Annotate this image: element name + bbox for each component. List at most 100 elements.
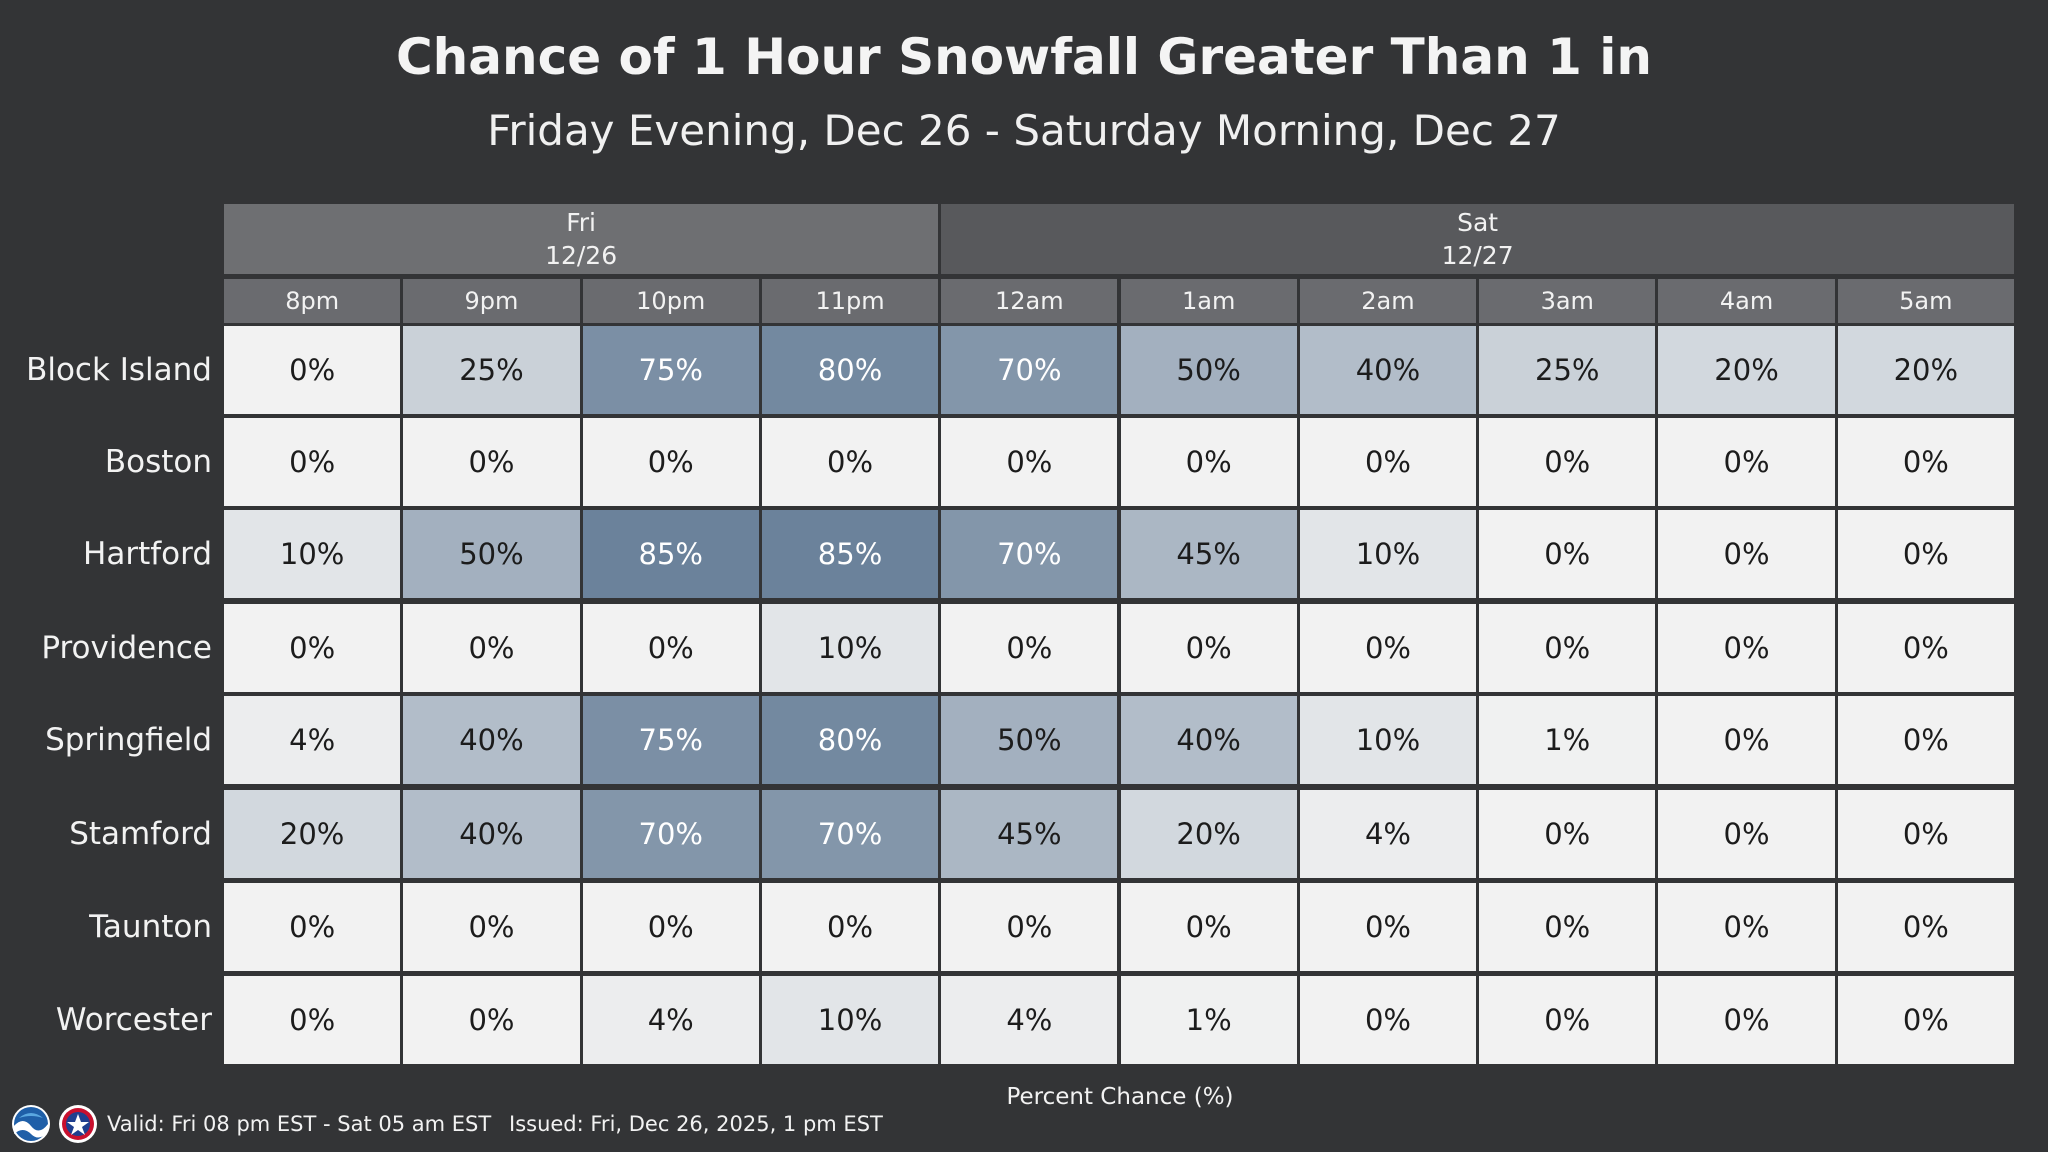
legend-title: Percent Chance (%) bbox=[1006, 1084, 1234, 1110]
heatmap-cell: 10% bbox=[761, 604, 939, 692]
heatmap-cell: 0% bbox=[1658, 883, 1835, 971]
heatmap-cell: 0% bbox=[1837, 604, 2014, 692]
location-label: Providence bbox=[41, 630, 212, 666]
heatmap-cell: 0% bbox=[1479, 604, 1656, 692]
heatmap-cell: 0% bbox=[1479, 510, 1656, 598]
day-date: 12/27 bbox=[1441, 241, 1514, 270]
heatmap-cell: 0% bbox=[941, 604, 1118, 692]
nws-logo bbox=[59, 1105, 97, 1143]
heatmap-cell: 1% bbox=[1479, 696, 1656, 784]
heatmap-cell: 85% bbox=[761, 510, 939, 598]
heatmap-cell: 70% bbox=[761, 790, 939, 878]
heatmap-cell: 0% bbox=[1837, 883, 2014, 971]
heatmap-cell: 0% bbox=[1299, 418, 1477, 506]
heatmap-cell: 0% bbox=[1120, 604, 1297, 692]
chart-subtitle: Friday Evening, Dec 26 - Saturday Mornin… bbox=[487, 106, 1561, 155]
location-label: Springfield bbox=[45, 722, 212, 758]
hour-header-4am: 4am bbox=[1658, 279, 1835, 323]
heatmap-cell: 0% bbox=[941, 418, 1118, 506]
heatmap-cell: 10% bbox=[1299, 510, 1477, 598]
heatmap-cell: 0% bbox=[582, 604, 759, 692]
hour-header-10pm: 10pm bbox=[582, 279, 759, 323]
heatmap-cell: 4% bbox=[941, 976, 1118, 1064]
chart-title: Chance of 1 Hour Snowfall Greater Than 1… bbox=[395, 28, 1653, 86]
heatmap-cell: 20% bbox=[1837, 326, 2014, 414]
heatmap-cell: 0% bbox=[1837, 510, 2014, 598]
heatmap-cell: 40% bbox=[403, 696, 580, 784]
noaa-logo bbox=[12, 1105, 50, 1143]
heatmap-cell: 75% bbox=[582, 326, 759, 414]
heatmap-cell: 45% bbox=[941, 790, 1118, 878]
heatmap-cell: 0% bbox=[1658, 790, 1835, 878]
heatmap-cell: 70% bbox=[582, 790, 759, 878]
heatmap-cell: 85% bbox=[582, 510, 759, 598]
heatmap-cell: 0% bbox=[761, 418, 939, 506]
heatmap-cell: 0% bbox=[1120, 418, 1297, 506]
heatmap-cell: 0% bbox=[1299, 976, 1477, 1064]
issued-time: Issued: Fri, Dec 26, 2025, 1 pm EST bbox=[509, 1112, 883, 1136]
heatmap-cell: 0% bbox=[1658, 696, 1835, 784]
heatmap-cell: 1% bbox=[1120, 976, 1297, 1064]
heatmap-cell: 10% bbox=[224, 510, 401, 598]
heatmap-cell: 0% bbox=[403, 418, 580, 506]
heatmap-cell: 0% bbox=[1299, 604, 1477, 692]
heatmap-cell: 20% bbox=[1120, 790, 1297, 878]
location-label: Hartford bbox=[83, 536, 212, 572]
day-name: Fri bbox=[566, 208, 596, 237]
hour-header-1am: 1am bbox=[1120, 279, 1297, 323]
heatmap-cell: 0% bbox=[1479, 976, 1656, 1064]
heatmap-cell: 0% bbox=[1837, 976, 2014, 1064]
heatmap-cell: 0% bbox=[224, 326, 401, 414]
heatmap-cell: 0% bbox=[582, 418, 759, 506]
heatmap-cell: 70% bbox=[941, 510, 1118, 598]
heatmap-cell: 0% bbox=[1479, 883, 1656, 971]
location-label: Boston bbox=[104, 444, 212, 480]
heatmap-cell: 0% bbox=[224, 883, 401, 971]
heatmap-cell: 10% bbox=[761, 976, 939, 1064]
heatmap-cell: 50% bbox=[403, 510, 580, 598]
hour-header-2am: 2am bbox=[1299, 279, 1477, 323]
hour-header-3am: 3am bbox=[1479, 279, 1656, 323]
hour-header-8pm: 8pm bbox=[224, 279, 401, 323]
heatmap-cell: 25% bbox=[403, 326, 580, 414]
heatmap-cell: 0% bbox=[1658, 418, 1835, 506]
heatmap-cell: 0% bbox=[1120, 883, 1297, 971]
location-label: Stamford bbox=[69, 816, 212, 852]
location-label: Block Island bbox=[26, 352, 212, 388]
heatmap-cell: 40% bbox=[403, 790, 580, 878]
heatmap-cell: 0% bbox=[582, 883, 759, 971]
heatmap-cell: 75% bbox=[582, 696, 759, 784]
heatmap-cell: 10% bbox=[1299, 696, 1477, 784]
heatmap-cell: 0% bbox=[1658, 976, 1835, 1064]
day-header-fri: Fri 12/26 bbox=[224, 204, 939, 274]
heatmap-cell: 50% bbox=[941, 696, 1118, 784]
heatmap-cell: 0% bbox=[224, 604, 401, 692]
heatmap-cell: 4% bbox=[1299, 790, 1477, 878]
heatmap-cell: 0% bbox=[1299, 883, 1477, 971]
heatmap-cell: 0% bbox=[403, 604, 580, 692]
heatmap-cell: 0% bbox=[941, 883, 1118, 971]
heatmap-cell: 0% bbox=[1837, 790, 2014, 878]
day-date: 12/26 bbox=[545, 241, 618, 270]
heatmap-cell: 20% bbox=[224, 790, 401, 878]
location-label: Taunton bbox=[89, 909, 212, 945]
heatmap-cell: 0% bbox=[1479, 790, 1656, 878]
heatmap-cell: 80% bbox=[761, 326, 939, 414]
heatmap-cell: 0% bbox=[403, 976, 580, 1064]
heatmap-cell: 0% bbox=[761, 883, 939, 971]
hour-header-11pm: 11pm bbox=[761, 279, 939, 323]
heatmap-cell: 4% bbox=[224, 696, 401, 784]
valid-time: Valid: Fri 08 pm EST - Sat 05 am EST bbox=[107, 1112, 492, 1136]
heatmap-cell: 0% bbox=[403, 883, 580, 971]
heatmap-cell: 50% bbox=[1120, 326, 1297, 414]
heatmap-cell: 70% bbox=[941, 326, 1118, 414]
heatmap-cell: 0% bbox=[1479, 418, 1656, 506]
hour-header-5am: 5am bbox=[1837, 279, 2014, 323]
heatmap-cell: 0% bbox=[1658, 604, 1835, 692]
heatmap-cell: 40% bbox=[1299, 326, 1477, 414]
heatmap-cell: 40% bbox=[1120, 696, 1297, 784]
location-label: Worcester bbox=[55, 1002, 212, 1038]
heatmap-cell: 45% bbox=[1120, 510, 1297, 598]
heatmap-cell: 0% bbox=[1658, 510, 1835, 598]
